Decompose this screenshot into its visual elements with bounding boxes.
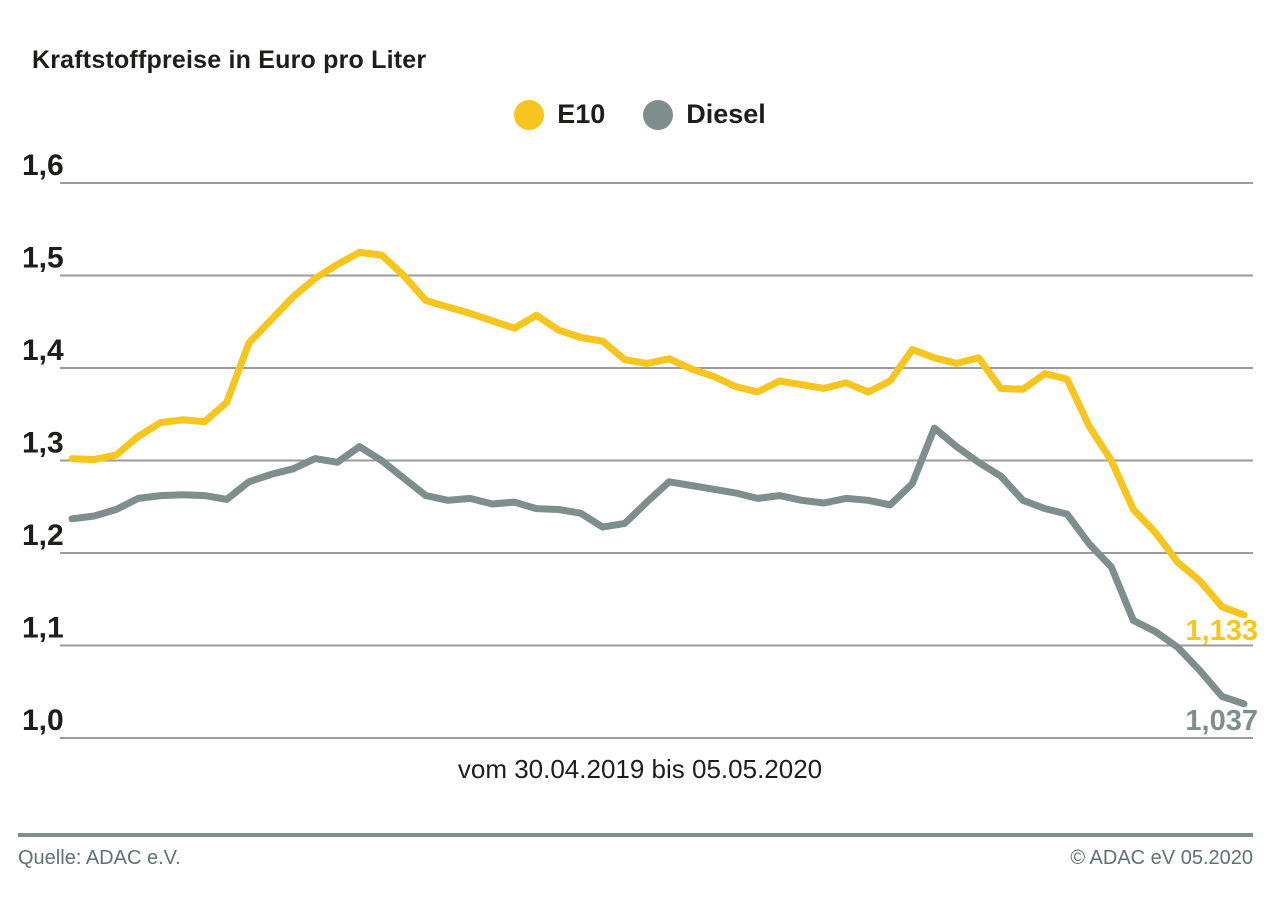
footer-source: Quelle: ADAC e.V.	[18, 847, 181, 869]
y-axis-tick-label: 1,2	[22, 519, 64, 552]
y-axis-tick-label: 1,3	[22, 427, 64, 460]
legend: E10 Diesel	[0, 99, 1280, 130]
legend-item-diesel: Diesel	[643, 99, 766, 130]
series-lines	[68, 248, 1248, 708]
e10-color-dot-icon	[514, 99, 545, 130]
x-axis-caption: vom 30.04.2019 bis 05.05.2020	[457, 754, 823, 784]
diesel-color-dot-icon	[643, 99, 674, 130]
y-axis-tick-label: 1,1	[22, 612, 64, 645]
legend-item-e10: E10	[514, 99, 605, 130]
gridlines	[60, 182, 1253, 739]
y-axis-tick-label: 1,6	[22, 149, 64, 182]
footer-copyright: © ADAC eV 05.2020	[1070, 847, 1253, 869]
e10-line	[68, 248, 1248, 619]
legend-label-e10: E10	[557, 99, 606, 129]
diesel-end-value-label: 1,037	[1185, 705, 1258, 737]
y-axis-tick-labels: 1,6 1,5 1,4 1,3 1,2 1,1 1,0	[22, 149, 64, 737]
diesel-line	[68, 424, 1248, 708]
footer-divider	[18, 833, 1253, 837]
e10-end-value-label: 1,133	[1185, 615, 1258, 647]
y-axis-tick-label: 1,0	[22, 704, 64, 737]
legend-label-diesel: Diesel	[686, 99, 766, 129]
chart-title: Kraftstoffpreise in Euro pro Liter	[32, 46, 427, 74]
y-axis-tick-label: 1,4	[22, 334, 64, 367]
y-axis-tick-label: 1,5	[22, 242, 64, 275]
